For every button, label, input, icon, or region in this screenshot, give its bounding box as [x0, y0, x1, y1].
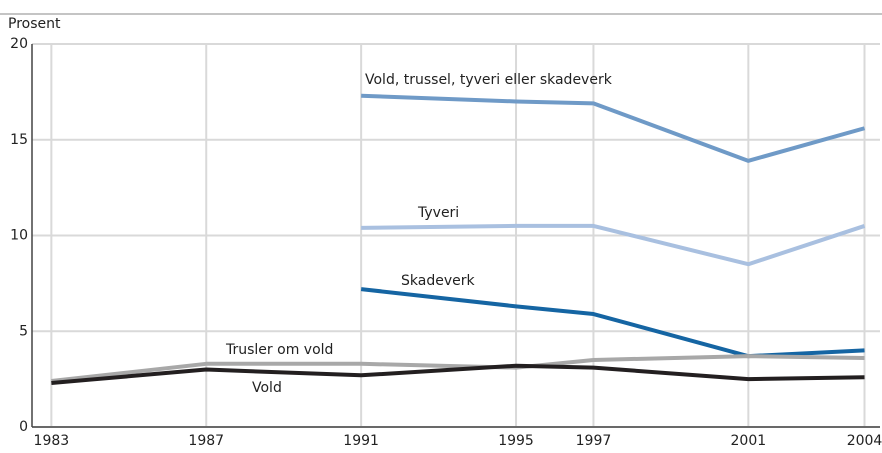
y-tick-label: 15: [10, 132, 28, 148]
y-tick-label: 5: [19, 323, 28, 339]
series-label: Tyveri: [417, 205, 459, 221]
x-tick-label: 2004: [847, 433, 882, 449]
x-tick-label: 1997: [576, 433, 612, 449]
y-axis-label: Prosent: [8, 16, 61, 32]
x-tick-label: 2001: [731, 433, 767, 449]
series-line: [361, 223, 866, 267]
series-label: Trusler om vold: [225, 342, 333, 358]
series-label: Skadeverk: [401, 273, 475, 289]
series-line: [51, 363, 865, 385]
y-tick-label: 10: [10, 228, 28, 244]
x-tick-label: 1995: [498, 433, 534, 449]
y-tick-label: 20: [10, 36, 28, 52]
series-line: [360, 287, 865, 359]
x-tick-label: 1987: [188, 433, 224, 449]
x-tick-label: 1983: [34, 433, 70, 449]
series-label: Vold, trussel, tyveri eller skadeverk: [365, 72, 613, 88]
series-line: [361, 93, 866, 163]
y-tick-label: 0: [19, 419, 28, 435]
series-label: Vold: [252, 380, 282, 396]
x-tick-label: 1991: [343, 433, 379, 449]
